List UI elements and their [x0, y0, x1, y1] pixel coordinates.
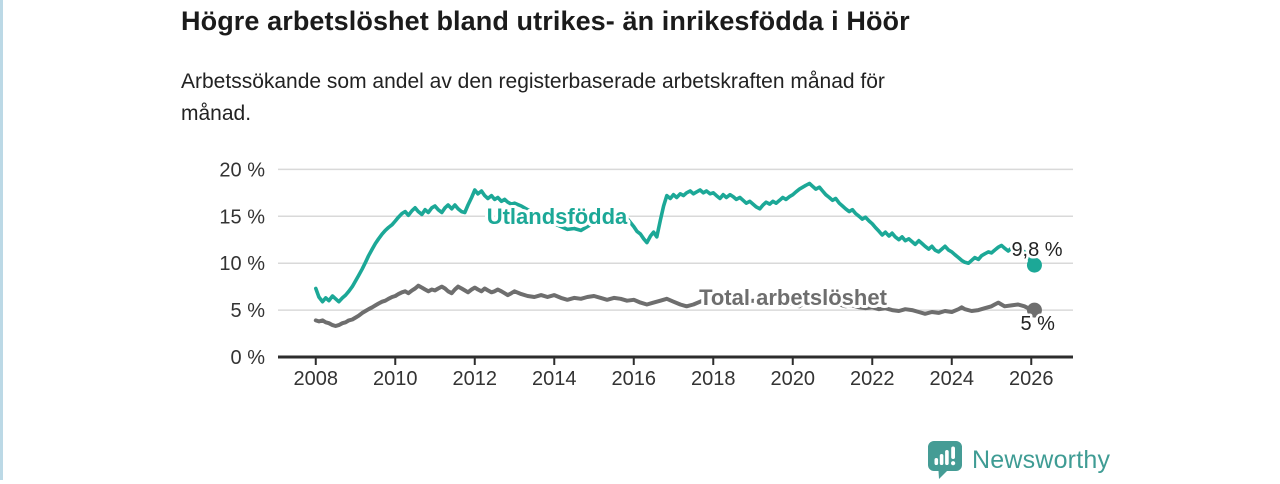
series-line-utlandsfodda — [314, 181, 1037, 304]
x-axis-tick-label: 2018 — [691, 368, 736, 390]
series-line-total — [313, 283, 1037, 328]
series-end-dot-total — [1026, 302, 1042, 318]
y-axis-tick-label: 10 % — [219, 253, 265, 275]
series-end-value-label: 5 % — [1020, 313, 1055, 335]
series-end-value-label: 9,8 % — [1011, 239, 1062, 261]
series-inline-label: Utlandsfödda — [487, 204, 628, 229]
x-axis-tick-label: 2024 — [930, 368, 975, 390]
series-inline-label: Total arbetslöshet — [699, 285, 888, 310]
x-axis-tick-label: 2016 — [612, 368, 657, 390]
x-axis-tick-label: 2026 — [1009, 368, 1054, 390]
x-axis-tick-label: 2020 — [771, 368, 816, 390]
x-axis-tick-label: 2012 — [453, 368, 498, 390]
chart-subtitle: Arbetssökande som andel av den registerb… — [181, 66, 1061, 130]
y-axis-tick-label: 20 % — [219, 159, 265, 181]
bar-chart-speech-bubble-icon — [928, 441, 962, 479]
chart-subtitle-line1: Arbetssökande som andel av den registerb… — [181, 70, 885, 93]
x-axis-tick-label: 2022 — [850, 368, 895, 390]
y-axis-tick-label: 0 % — [231, 347, 266, 369]
chart-subtitle-line2: månad. — [181, 102, 252, 125]
series-end-dot-utlandsfodda — [1026, 257, 1042, 273]
newsworthy-brand-link[interactable]: Newsworthy — [928, 441, 1110, 479]
chart-title: Högre arbetslöshet bland utrikes- än inr… — [181, 6, 910, 36]
y-axis-tick-label: 15 % — [219, 206, 265, 228]
y-axis-tick-label: 5 % — [231, 300, 266, 322]
x-axis-tick-label: 2008 — [294, 368, 339, 390]
x-axis-tick-label: 2014 — [532, 368, 577, 390]
left-edge-accent — [0, 0, 3, 480]
newsworthy-brand-text: Newsworthy — [972, 445, 1111, 474]
x-axis-tick-label: 2010 — [373, 368, 418, 390]
